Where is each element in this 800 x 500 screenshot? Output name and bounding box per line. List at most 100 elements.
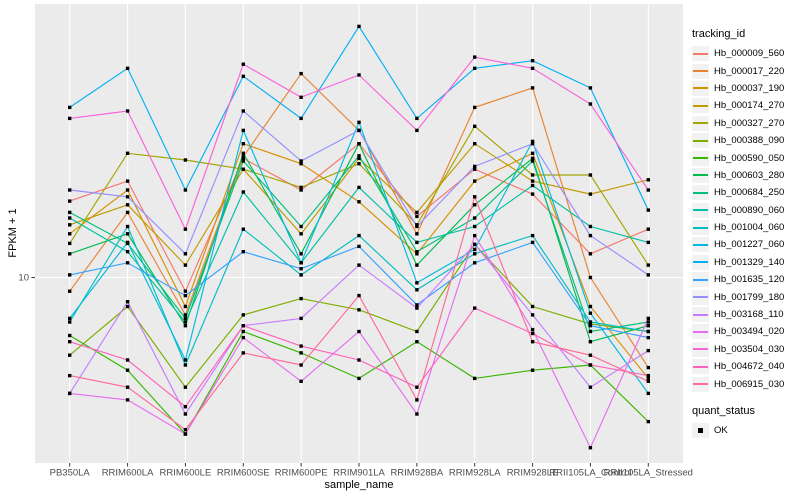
legend-color-line <box>693 209 708 212</box>
data-point <box>299 116 303 121</box>
data-point <box>646 227 650 231</box>
data-point <box>125 232 130 236</box>
data-point <box>183 227 188 231</box>
data-point <box>588 329 593 334</box>
data-point <box>473 55 477 59</box>
data-point <box>357 185 361 190</box>
legend-color-line <box>693 52 708 55</box>
data-point <box>183 304 188 309</box>
legend-item-label: Hb_000684_250 <box>714 187 785 199</box>
data-point <box>357 142 361 146</box>
data-point <box>473 261 477 265</box>
legend-key-line-icon <box>692 185 709 201</box>
legend-key-line-icon <box>692 324 709 340</box>
legend-item: Hb_000388_090 <box>692 132 784 149</box>
legend-item-label: Hb_006915_030 <box>714 378 785 390</box>
data-point <box>588 252 593 256</box>
data-point <box>183 313 188 317</box>
data-point <box>646 188 650 192</box>
data-point <box>357 329 361 334</box>
data-point <box>68 223 72 227</box>
data-point <box>183 324 188 328</box>
data-point <box>415 412 419 416</box>
data-point <box>357 244 361 249</box>
data-point <box>588 102 593 106</box>
legend-item-label: Hb_001329_140 <box>714 256 785 268</box>
tracking-id-legend-items: Hb_000009_560 Hb_000017_220 Hb_000037_190 H… <box>692 45 784 393</box>
data-point <box>183 289 188 293</box>
legend-key-line-icon <box>692 133 709 149</box>
data-point <box>68 188 72 192</box>
data-point <box>530 59 535 63</box>
legend-item-label: Hb_000603_280 <box>714 169 785 181</box>
data-point <box>241 351 245 355</box>
data-point <box>241 335 245 340</box>
data-point <box>588 324 593 328</box>
black-square-point-icon <box>698 428 703 433</box>
data-point <box>241 313 245 317</box>
data-point <box>183 432 188 436</box>
data-point <box>68 241 72 246</box>
data-point <box>415 128 419 133</box>
legend-color-line <box>693 243 708 246</box>
data-point <box>183 363 188 367</box>
data-point <box>473 242 477 247</box>
data-point <box>183 316 188 321</box>
data-point <box>241 128 245 133</box>
y-axis-title: FPKM + 1 <box>7 208 19 258</box>
data-point <box>530 86 535 90</box>
legend-key-line-icon <box>692 359 709 375</box>
data-point <box>68 316 72 321</box>
data-point <box>646 419 650 424</box>
legend-color-line <box>693 87 708 90</box>
data-point <box>473 252 477 256</box>
data-point <box>646 273 650 277</box>
legend-item-label: Hb_000009_560 <box>714 48 785 60</box>
data-point <box>473 376 477 381</box>
data-point <box>588 233 593 238</box>
data-point <box>357 263 361 267</box>
legend-item: Hb_003494_020 <box>692 323 784 340</box>
data-point <box>125 210 130 215</box>
legend-color-line <box>693 296 708 299</box>
data-point <box>125 240 130 245</box>
data-point <box>125 385 130 389</box>
data-point <box>415 340 419 344</box>
data-point <box>415 398 419 402</box>
x-tick-label: RRIM600LA <box>102 468 154 479</box>
x-tick-label: RRIM600SE <box>217 468 270 479</box>
data-point <box>299 296 303 301</box>
quant-legend-item: OK <box>692 422 784 439</box>
data-point <box>357 358 361 362</box>
data-point <box>588 363 593 367</box>
data-point <box>68 210 72 215</box>
data-point <box>646 263 650 267</box>
legend-item-label: Hb_000890_060 <box>714 204 785 216</box>
data-point <box>68 273 72 277</box>
data-point <box>125 179 130 183</box>
legend-item: Hb_000890_060 <box>692 202 784 219</box>
data-point <box>183 252 188 256</box>
legend-item-label: Hb_001227_060 <box>714 239 785 251</box>
data-point <box>299 188 303 192</box>
legend-item-label: Hb_000017_220 <box>714 65 785 77</box>
x-tick-label: RRIM928LA <box>449 468 501 479</box>
legend-key-line-icon <box>692 307 709 323</box>
legend-item: Hb_001799_180 <box>692 288 784 305</box>
legend-color-line <box>693 365 708 368</box>
data-point <box>299 379 303 383</box>
data-point <box>415 232 419 236</box>
data-point <box>588 340 593 344</box>
legend-color-line <box>693 278 708 281</box>
data-point <box>299 252 303 256</box>
data-point <box>241 167 245 171</box>
data-point <box>530 183 535 188</box>
x-tick-label: PB350LA <box>50 468 91 479</box>
legend-color-line <box>693 330 708 333</box>
data-point <box>473 195 477 199</box>
data-point <box>473 224 477 229</box>
data-point <box>241 151 245 155</box>
data-point <box>646 376 650 381</box>
legend-item: Hb_003504_030 <box>692 341 784 358</box>
